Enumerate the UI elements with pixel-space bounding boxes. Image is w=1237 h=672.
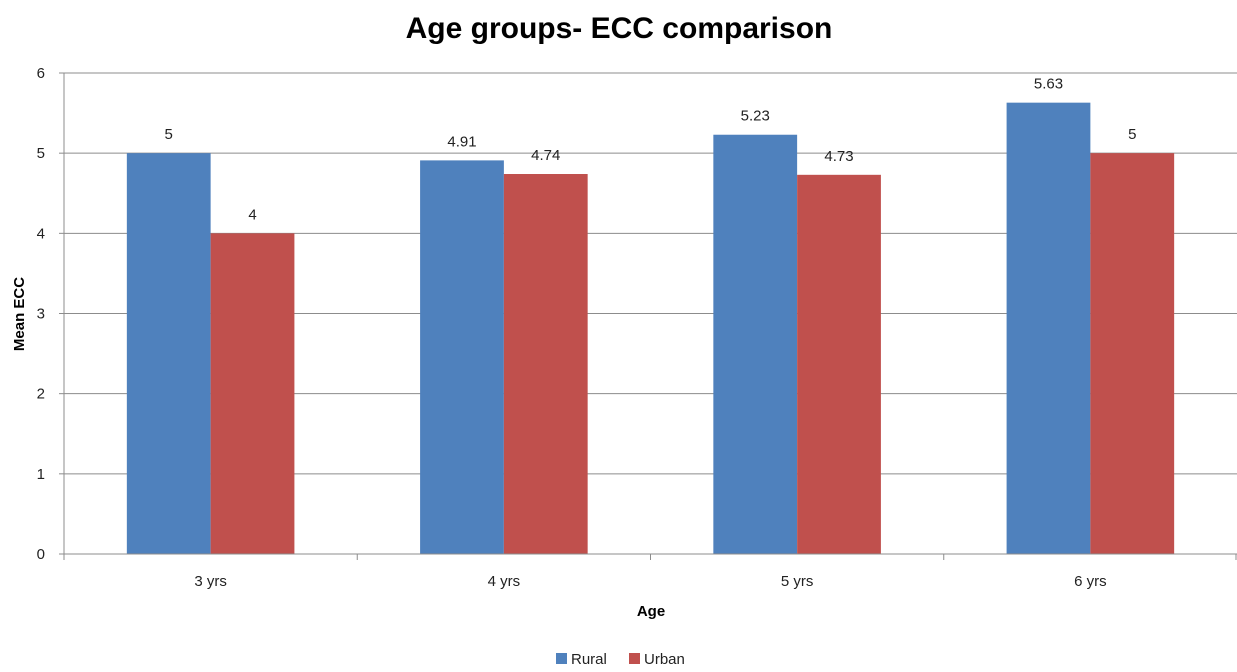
legend-swatch	[556, 653, 567, 664]
bar-rural-1	[420, 160, 504, 555]
data-label: 4.73	[824, 148, 853, 165]
bar-rural-0	[126, 153, 211, 554]
x-tick-label: 5 yrs	[781, 573, 814, 590]
axes: 0 1 2 3 4 5 6 3 yrs 4 yrs 5 yrs 6 yrs	[37, 65, 1237, 590]
y-tick-label: 4	[37, 225, 45, 242]
data-label: 4.91	[447, 133, 476, 150]
bar-rural-2	[713, 134, 798, 554]
data-label: 5	[165, 126, 173, 143]
bar-urban-2	[797, 174, 881, 555]
x-axis-title: Age	[637, 603, 665, 620]
data-label: 4	[248, 206, 256, 223]
legend-swatch	[629, 653, 640, 664]
data-label: 5.23	[741, 108, 770, 125]
x-tick-label: 3 yrs	[194, 573, 227, 590]
data-labels: 5 4 4.91 4.74 5.23 4.73 5.63 5	[165, 76, 1137, 224]
bar-rural-3	[1006, 102, 1091, 554]
chart-title: Age groups- ECC comparison	[406, 12, 833, 45]
data-label: 5.63	[1034, 76, 1063, 93]
bar-urban-0	[210, 233, 295, 555]
bar-urban-1	[503, 174, 588, 554]
y-tick-label: 3	[37, 306, 45, 323]
y-tick-label: 0	[37, 546, 45, 563]
y-tick-label: 6	[37, 65, 45, 82]
y-axis-title: Mean ECC	[11, 277, 28, 351]
y-tick-label: 2	[37, 386, 45, 403]
legend-item-rural: Rural	[556, 651, 607, 668]
legend-label: Rural	[571, 651, 607, 668]
legend-item-urban: Urban	[629, 651, 685, 668]
y-tick-label: 5	[37, 145, 45, 162]
y-tick-label: 1	[37, 466, 45, 483]
legend: Rural Urban	[556, 651, 685, 668]
data-label: 4.74	[531, 147, 560, 164]
bars	[126, 102, 1175, 555]
bar-urban-3	[1090, 153, 1175, 554]
legend-label: Urban	[644, 651, 685, 668]
x-tick-label: 4 yrs	[488, 573, 521, 590]
data-label: 5	[1128, 126, 1136, 143]
x-tick-label: 6 yrs	[1074, 573, 1107, 590]
